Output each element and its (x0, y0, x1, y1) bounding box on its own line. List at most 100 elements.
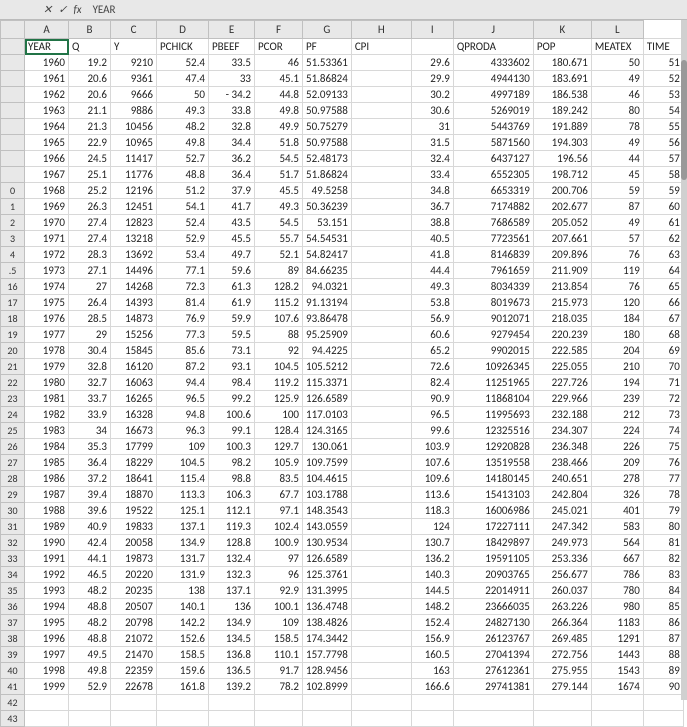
cell[interactable]: 38.8 (411, 215, 453, 231)
cell[interactable]: 46.5 (69, 567, 111, 583)
cell[interactable]: 72 (643, 391, 683, 407)
cell[interactable]: 1960 (25, 55, 69, 71)
cell[interactable]: 25.1 (69, 167, 111, 183)
cell[interactable]: 87.2 (157, 359, 209, 375)
row-header[interactable] (1, 55, 25, 71)
cell[interactable]: 104.5 (157, 455, 209, 471)
cell[interactable]: 40.9 (69, 519, 111, 535)
cell[interactable]: 72.3 (157, 279, 209, 295)
cell[interactable]: 65.2 (411, 343, 453, 359)
cell[interactable]: 16006986 (453, 503, 533, 519)
cell[interactable] (351, 439, 411, 455)
cell[interactable]: 9361 (111, 71, 157, 87)
cell[interactable] (351, 87, 411, 103)
cell[interactable]: 210 (591, 359, 643, 375)
cell[interactable]: 205.052 (533, 215, 591, 231)
row-header[interactable]: 21 (1, 359, 25, 375)
cell[interactable]: 49.7 (209, 247, 255, 263)
row-header[interactable]: 37 (1, 615, 25, 631)
cell[interactable]: 143.0559 (303, 519, 352, 535)
cell[interactable]: 73 (643, 407, 683, 423)
cell[interactable]: 1674 (591, 679, 643, 695)
cell[interactable]: 7686589 (453, 215, 533, 231)
cell[interactable]: 76.9 (157, 311, 209, 327)
row-header[interactable]: 29 (1, 487, 25, 503)
cell[interactable]: 77.1 (157, 263, 209, 279)
row-header[interactable]: 25 (1, 423, 25, 439)
cell[interactable] (351, 55, 411, 71)
cell[interactable]: 16328 (111, 407, 157, 423)
cell[interactable]: 109 (157, 439, 209, 455)
cell[interactable]: 239 (591, 391, 643, 407)
cell[interactable] (351, 615, 411, 631)
cell[interactable] (351, 423, 411, 439)
cell[interactable]: 60 (643, 199, 683, 215)
header-cell[interactable]: PF (303, 39, 352, 55)
cell[interactable]: 45.5 (209, 231, 255, 247)
row-header[interactable]: 42 (1, 695, 25, 711)
cell[interactable]: 209 (591, 455, 643, 471)
cell[interactable]: 109.6 (411, 471, 453, 487)
cell[interactable]: 211.909 (533, 263, 591, 279)
cell[interactable]: 53.151 (303, 215, 352, 231)
cell[interactable]: 1968 (25, 183, 69, 199)
cell[interactable]: 786 (591, 567, 643, 583)
cell[interactable]: - 34.2 (209, 87, 255, 103)
column-header[interactable]: C (111, 21, 157, 39)
cell[interactable]: 90 (643, 679, 683, 695)
cell[interactable]: 76 (591, 279, 643, 295)
cell[interactable]: 49.3 (255, 199, 303, 215)
cell[interactable]: 52.4 (157, 215, 209, 231)
row-header[interactable]: 28 (1, 471, 25, 487)
cell[interactable]: 191.889 (533, 119, 591, 135)
cell[interactable]: 1993 (25, 583, 69, 599)
cell[interactable]: 57 (591, 231, 643, 247)
cell[interactable]: 1964 (25, 119, 69, 135)
cell[interactable]: 74 (643, 423, 683, 439)
cell[interactable]: 14873 (111, 311, 157, 327)
cell[interactable]: 163 (411, 663, 453, 679)
cell[interactable]: 91.13194 (303, 295, 352, 311)
row-header[interactable] (1, 87, 25, 103)
cell[interactable]: 80 (643, 519, 683, 535)
cell[interactable]: 21.1 (69, 103, 111, 119)
cell[interactable]: 49 (591, 215, 643, 231)
row-header[interactable]: 27 (1, 455, 25, 471)
cell[interactable]: 136.2 (411, 551, 453, 567)
cell[interactable]: 7961659 (453, 263, 533, 279)
cell[interactable]: 39.4 (69, 487, 111, 503)
cell[interactable]: 132.4 (209, 551, 255, 567)
cell[interactable]: 12920828 (453, 439, 533, 455)
cell[interactable] (351, 487, 411, 503)
cell[interactable]: 25.2 (69, 183, 111, 199)
cell[interactable]: 51.86824 (303, 71, 352, 87)
column-header[interactable]: B (69, 21, 111, 39)
cell[interactable] (25, 711, 69, 727)
cell[interactable]: 1966 (25, 151, 69, 167)
cell[interactable]: 16673 (111, 423, 157, 439)
cell[interactable]: 41.7 (209, 199, 255, 215)
cell[interactable]: 45.1 (255, 71, 303, 87)
cell[interactable]: 104.4615 (303, 471, 352, 487)
cell[interactable]: 32.7 (69, 375, 111, 391)
cell[interactable]: 33.7 (69, 391, 111, 407)
cell[interactable]: 113.3 (157, 487, 209, 503)
cell[interactable]: 100.6 (209, 407, 255, 423)
cell[interactable]: 22.9 (69, 135, 111, 151)
cell[interactable]: 115.3371 (303, 375, 352, 391)
row-header[interactable] (1, 167, 25, 183)
cell[interactable]: 260.037 (533, 583, 591, 599)
cell[interactable]: 1982 (25, 407, 69, 423)
vertical-scrollbar[interactable] (681, 20, 687, 700)
cell[interactable]: 245.021 (533, 503, 591, 519)
cell[interactable]: 229.966 (533, 391, 591, 407)
cell[interactable]: 69 (643, 343, 683, 359)
cell[interactable]: 103.9 (411, 439, 453, 455)
cell[interactable]: 22014911 (453, 583, 533, 599)
cell[interactable]: 49.3 (157, 103, 209, 119)
cell[interactable]: 11251965 (453, 375, 533, 391)
cell[interactable]: 50.36239 (303, 199, 352, 215)
cell[interactable]: 249.973 (533, 535, 591, 551)
cell[interactable]: 18429897 (453, 535, 533, 551)
cell[interactable] (351, 343, 411, 359)
